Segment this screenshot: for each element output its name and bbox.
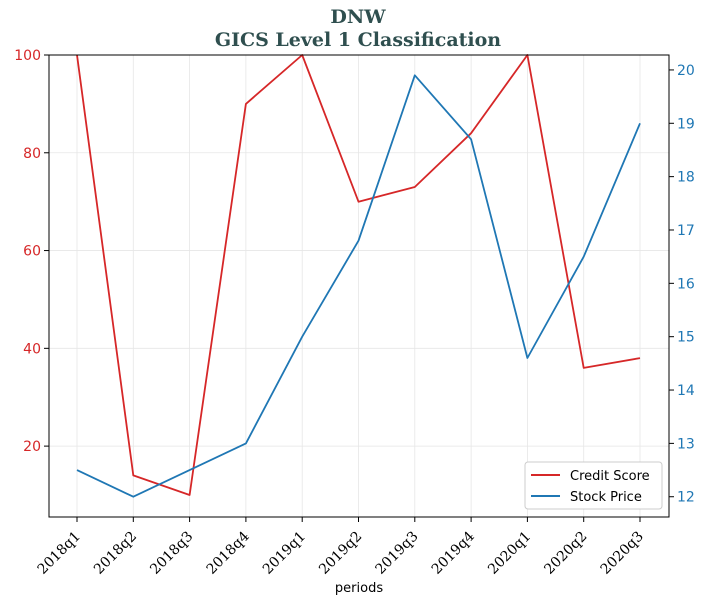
y-right-tick-label: 18 bbox=[677, 170, 695, 186]
y-right-tick-label: 17 bbox=[677, 223, 695, 239]
x-tick-label: 2019q4 bbox=[429, 528, 478, 577]
chart-title: DNW bbox=[330, 6, 386, 28]
x-axis-label: periods bbox=[335, 581, 383, 596]
x-tick-label: 2019q1 bbox=[260, 529, 309, 578]
series-line-stock-price bbox=[76, 74, 641, 498]
x-tick-label: 2018q4 bbox=[204, 528, 253, 577]
y-right-tick-label: 13 bbox=[677, 436, 695, 452]
y-right-tick-label: 12 bbox=[677, 490, 695, 506]
y-left-tick-label: 60 bbox=[23, 244, 41, 260]
legend-box bbox=[524, 461, 663, 510]
y-left-tick-label: 20 bbox=[23, 439, 41, 455]
y-right-tick-label: 16 bbox=[677, 276, 695, 292]
y-left-tick-label: 40 bbox=[23, 341, 41, 357]
x-tick-label: 2018q2 bbox=[91, 529, 140, 578]
x-tick-label: 2019q3 bbox=[372, 529, 421, 578]
y-left-tick-label: 80 bbox=[23, 146, 41, 162]
legend-label-credit-score: Credit Score bbox=[570, 469, 650, 484]
y-right-tick-label: 20 bbox=[677, 63, 695, 79]
y-right-tick-label: 14 bbox=[677, 383, 695, 399]
legend: Credit Score Stock Price bbox=[524, 461, 663, 510]
y-left-tick-label: 100 bbox=[14, 48, 41, 64]
x-tick-label: 2020q1 bbox=[485, 529, 534, 578]
chart-subtitle: GICS Level 1 Classification bbox=[215, 29, 501, 51]
x-tick-label: 2018q3 bbox=[147, 529, 196, 578]
plot-frame bbox=[48, 54, 670, 518]
x-tick-label: 2018q1 bbox=[35, 529, 84, 578]
x-tick-label: 2019q2 bbox=[316, 529, 365, 578]
y-right-tick-label: 19 bbox=[677, 116, 695, 132]
x-tick-label: 2020q3 bbox=[598, 529, 647, 578]
series-line-credit-score bbox=[76, 54, 641, 496]
x-tick-label: 2020q2 bbox=[541, 529, 590, 578]
grid bbox=[49, 54, 669, 517]
series-layer bbox=[76, 54, 641, 498]
legend-label-stock-price: Stock Price bbox=[570, 490, 642, 505]
y-right-tick-label: 15 bbox=[677, 330, 695, 346]
